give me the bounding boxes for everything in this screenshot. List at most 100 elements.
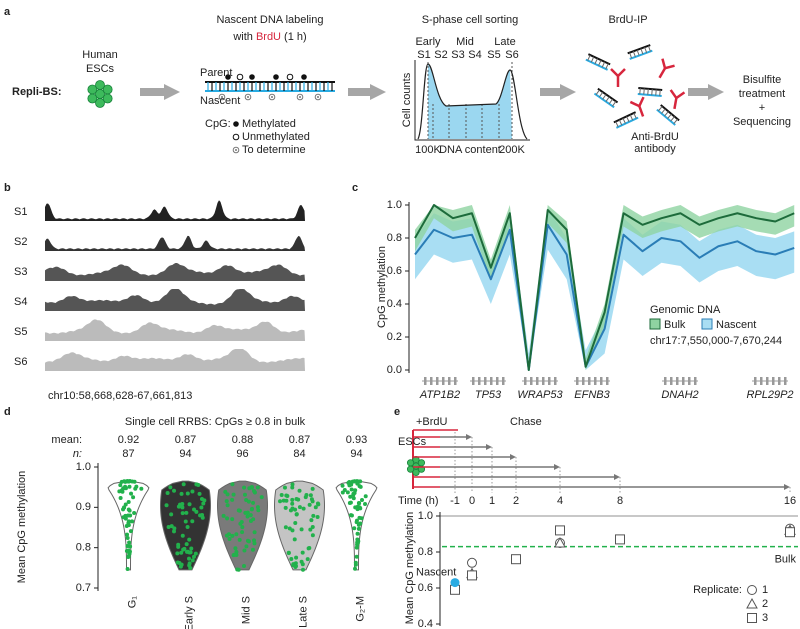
jitter-point [252,490,257,495]
fragment-pair [629,52,633,59]
jitter-point [230,482,235,487]
fragment-strand [615,116,639,129]
jitter-point [289,557,294,562]
jitter-point [252,541,257,546]
fragment-pair [605,63,609,70]
jitter-point [358,479,363,484]
antibody-stem [638,105,645,117]
jitter-point [284,493,289,498]
fragment-pair [636,49,640,56]
jitter-point [240,530,245,535]
n-label: 87 [122,448,134,460]
gene-exon [778,377,781,385]
jitter-point [227,537,232,542]
y-tick-label: 0.4 [387,298,402,310]
jitter-point [127,484,132,489]
jitter-point [123,484,128,489]
axis-title: CpG methylation [376,246,388,328]
legend-dot [233,121,239,127]
jitter-point [307,546,312,551]
x-tick-label: 4 [557,495,563,507]
jitter-point [248,513,253,518]
chart-title: Single cell RRBS: CpGs ≥ 0.8 in bulk [125,416,306,428]
jitter-point [231,492,236,497]
gene-exon [448,377,451,385]
gene-exon [478,377,481,385]
y-tick-label: 0.6 [387,265,402,277]
jitter-point [348,494,353,499]
jitter-point [292,537,297,542]
legend-dot [235,149,237,151]
gene-exon [754,377,757,385]
legend-swatch [649,318,661,330]
track-label: S5 [14,326,27,338]
legend-swatch [701,318,713,330]
cell [406,465,415,473]
gene-label: TP53 [475,389,502,401]
replicate-point [511,554,521,565]
gene-exon [554,377,557,385]
jitter-point [315,515,320,520]
fragment-pair [670,116,675,122]
jitter-point [179,562,184,567]
fragment-strand [629,49,653,60]
jitter-point [354,520,359,525]
gene-exon [582,377,585,385]
track-label: S4 [14,296,27,308]
jitter-point [290,501,295,506]
gene-exon [688,377,691,385]
unmethylated-cpg [286,73,294,81]
jitter-point [244,544,249,549]
jitter-point [283,525,288,530]
jitter-point [284,498,289,503]
jitter-point [293,564,298,569]
y-tick-label: 0.6 [418,582,433,594]
jitter-point [123,502,128,507]
gene-exon [454,377,457,385]
jitter-point [246,499,251,504]
replicate-point [555,525,565,536]
jitter-point [352,490,357,495]
jitter-point [168,485,173,490]
mean-label: 0.88 [232,434,253,446]
stat-label: mean: [51,434,82,446]
gene-exon [436,377,439,385]
x-tick-label: 0 [469,495,475,507]
jitter-point [179,491,184,496]
fragment-strand [587,53,611,66]
replicate-point [785,527,795,538]
track-label: S6 [14,356,27,368]
antibody [610,68,626,87]
gene-exon [772,377,775,385]
jitter-point [358,521,363,526]
gene-exon [502,377,505,385]
jitter-point [230,533,235,538]
jitter-point [240,525,245,530]
jitter-point [233,546,238,551]
jitter-point [305,557,310,562]
x-tick-label: 2 [513,495,519,507]
jitter-point [351,496,356,501]
n-label: 94 [179,448,191,460]
replicate-point [554,536,566,548]
jitter-point [185,491,190,496]
gene-exon [530,377,533,385]
jitter-point [349,480,354,485]
jitter-point [221,513,226,518]
jitter-point [196,483,201,488]
jitter-point [166,524,171,529]
reference-label: Bulk [775,554,797,566]
jitter-point [190,558,195,563]
subtitle-part: (1 h) [281,31,307,43]
undetermined-dot [317,96,319,98]
arrow [540,84,576,100]
gene-exon [484,377,487,385]
jitter-point [307,502,312,507]
jitter-point [352,526,357,531]
jitter-point [176,542,181,547]
jitter-point [250,547,255,552]
y-tick-label: 0.2 [387,331,402,343]
track-label: S1 [14,206,27,218]
jitter-point [230,517,235,522]
